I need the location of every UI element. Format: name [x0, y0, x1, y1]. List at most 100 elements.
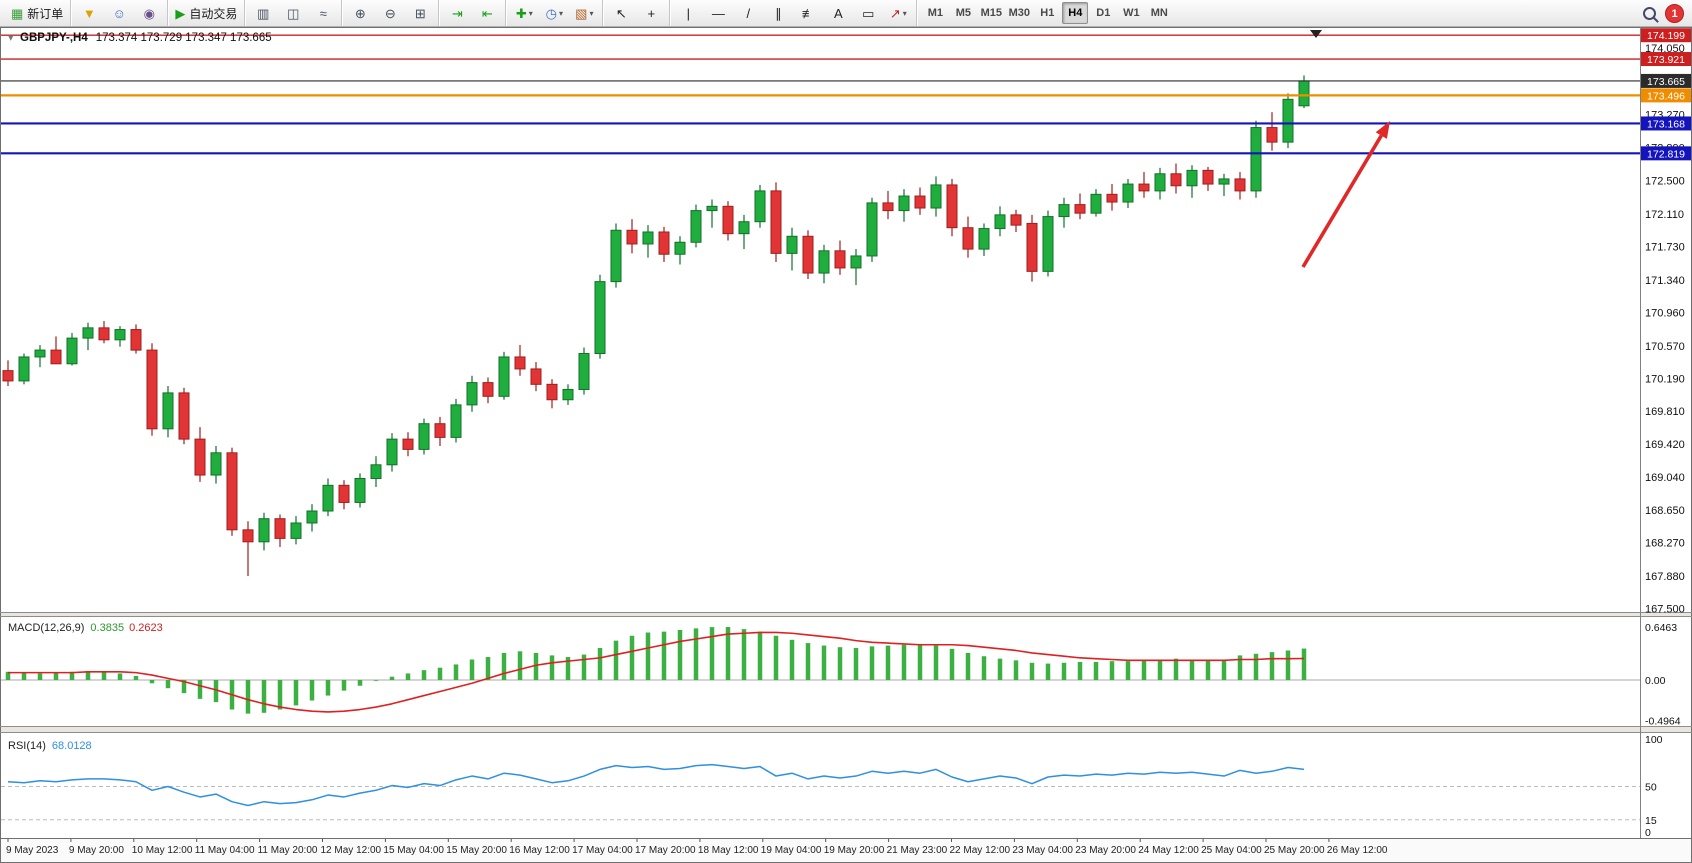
dropdown-caret-icon: ▾	[558, 8, 563, 18]
tile-windows-button[interactable]: ⊞	[406, 1, 434, 25]
price-tick-label: 171.730	[1645, 242, 1685, 254]
channel-button[interactable]: ∥	[764, 1, 792, 25]
timeframe-button-m1[interactable]: M1	[927, 7, 943, 19]
time-tick-label: 9 May 20:00	[69, 845, 124, 856]
zoom-out-button[interactable]: ⊖	[376, 1, 404, 25]
price-tick-label: 170.190	[1645, 373, 1685, 385]
person-icon: ☺	[112, 5, 126, 21]
time-tick-label: 15 May 20:00	[446, 845, 507, 856]
time-tick-label: 17 May 04:00	[572, 845, 633, 856]
auto-scroll-button[interactable]: ⇥	[443, 1, 471, 25]
toolbar-group: | — / ∥ ≢ A ▭ ↗ ▾	[670, 0, 918, 26]
macd-panel-splitter[interactable]	[1, 612, 1691, 617]
price-tick-label: 169.420	[1645, 439, 1685, 451]
rsi-axis-label: 100	[1645, 734, 1663, 746]
macd-panel	[1, 627, 1640, 714]
zoom-in-button[interactable]: ⊕	[346, 1, 374, 25]
price-line-badge	[1641, 52, 1691, 67]
funnel-button[interactable]: ▼	[75, 1, 103, 25]
toolbar-group: ▦ 新订单	[4, 0, 72, 26]
trendline-icon: /	[746, 5, 751, 21]
cursor-button[interactable]: ↖	[607, 1, 635, 25]
time-tick-label: 15 May 04:00	[383, 845, 444, 856]
rsi-panel-splitter[interactable]	[1, 726, 1691, 733]
arrow-object-icon: ↗	[889, 5, 901, 21]
indicators-button[interactable]: ✚ ▾	[510, 1, 538, 25]
price-line-badge-label: 172.819	[1647, 148, 1685, 160]
dropdown-caret-icon: ▾	[902, 8, 907, 18]
time-tick-label: 11 May 04:00	[195, 845, 255, 856]
label-icon: ▭	[862, 5, 875, 21]
new-order-button[interactable]: ▦ 新订单	[8, 1, 66, 25]
templates-button[interactable]: ▧ ▾	[570, 1, 598, 25]
price-line-badge	[1641, 116, 1691, 131]
time-tick-label: 18 May 12:00	[698, 845, 759, 856]
periods-button[interactable]: ◷ ▾	[540, 1, 568, 25]
price-line-badge-label: 173.665	[1647, 76, 1685, 88]
trend-arrow-annotation[interactable]	[1301, 121, 1390, 268]
horizontal-line-button[interactable]: —	[704, 1, 732, 25]
candlestick-chart-button[interactable]: ◫	[279, 1, 307, 25]
timeframe-button-w1[interactable]: W1	[1123, 7, 1140, 19]
timeframe-toolbar: M1 M5 M15 M30 H1 H4 D1 W1 MN	[917, 0, 1177, 26]
indicators-plus-icon: ✚	[515, 5, 527, 21]
headset-button[interactable]: ◉	[135, 1, 163, 25]
vertical-line-button[interactable]: |	[674, 1, 702, 25]
label-button[interactable]: ▭	[854, 1, 882, 25]
dropdown-caret-icon: ▾	[528, 8, 533, 18]
line-chart-button[interactable]: ≈	[309, 1, 337, 25]
toolbar-group: ⇥ ⇤	[439, 0, 507, 26]
notification-badge[interactable]: 1	[1665, 4, 1684, 23]
fibonacci-button[interactable]: ≢	[794, 1, 822, 25]
timeframe-button-mn[interactable]: MN	[1150, 7, 1168, 19]
price-plot-area[interactable]	[1, 28, 1640, 613]
time-tick-label: 21 May 23:00	[887, 845, 948, 856]
time-tick-label: 12 May 12:00	[321, 845, 382, 856]
line-chart-icon: ≈	[319, 5, 327, 21]
price-line-badge	[1641, 146, 1691, 161]
price-tick-label: 167.500	[1645, 604, 1685, 616]
crosshair-button[interactable]: +	[637, 1, 665, 25]
chart-menu-icon[interactable]: ▾	[8, 32, 14, 44]
timeframe-button-m30[interactable]: M30	[1008, 7, 1031, 19]
time-tick-label: 22 May 12:00	[950, 845, 1011, 856]
chart-shift-icon: ⇤	[481, 5, 493, 21]
trendline-button[interactable]: /	[734, 1, 762, 25]
price-line-badge	[1641, 28, 1691, 43]
chart-shift-button[interactable]: ⇤	[473, 1, 501, 25]
dropdown-caret-icon: ▾	[589, 8, 594, 18]
rsi-line	[7, 763, 1305, 807]
headset-icon: ◉	[143, 5, 155, 21]
funnel-icon: ▼	[82, 5, 96, 21]
time-tick-label: 23 May 04:00	[1012, 845, 1073, 856]
crosshair-icon: +	[647, 5, 656, 21]
person-button[interactable]: ☺	[105, 1, 133, 25]
timeframe-button-h4[interactable]: H4	[1062, 2, 1089, 24]
rsi-axis-label: 15	[1645, 815, 1657, 827]
timeframe-button-d1[interactable]: D1	[1096, 7, 1111, 19]
macd-signal-line	[8, 631, 1305, 713]
price-tick-label: 170.570	[1645, 341, 1685, 353]
zoom-out-icon: ⊖	[384, 5, 396, 21]
text-button[interactable]: A	[824, 1, 852, 25]
new-order-button-label: 新订单	[27, 6, 64, 21]
autotrading-button[interactable]: ▶ 自动交易	[172, 1, 240, 25]
timeframe-button-h1[interactable]: H1	[1040, 7, 1055, 19]
arrows-button[interactable]: ↗ ▾	[884, 1, 912, 25]
vertical-line-icon: |	[686, 5, 691, 21]
timeframe-button-m15[interactable]: M15	[980, 7, 1003, 19]
price-line-badge-label: 174.199	[1647, 30, 1685, 42]
auto-scroll-icon: ⇥	[451, 5, 463, 21]
toolbar-group: ↖ +	[603, 0, 671, 26]
time-tick-label: 24 May 12:00	[1138, 845, 1199, 856]
play-icon: ▶	[175, 5, 186, 21]
zoom-in-icon: ⊕	[354, 5, 366, 21]
price-line-badge-label: 173.496	[1647, 90, 1685, 102]
time-axis-area[interactable]	[1, 838, 1691, 862]
bar-chart-button[interactable]: ▥	[249, 1, 277, 25]
timeframe-button-m5[interactable]: M5	[955, 7, 971, 19]
price-axis-area[interactable]	[1640, 28, 1691, 839]
price-line-badge-label: 173.168	[1647, 118, 1685, 130]
search-icon[interactable]	[1643, 7, 1656, 20]
